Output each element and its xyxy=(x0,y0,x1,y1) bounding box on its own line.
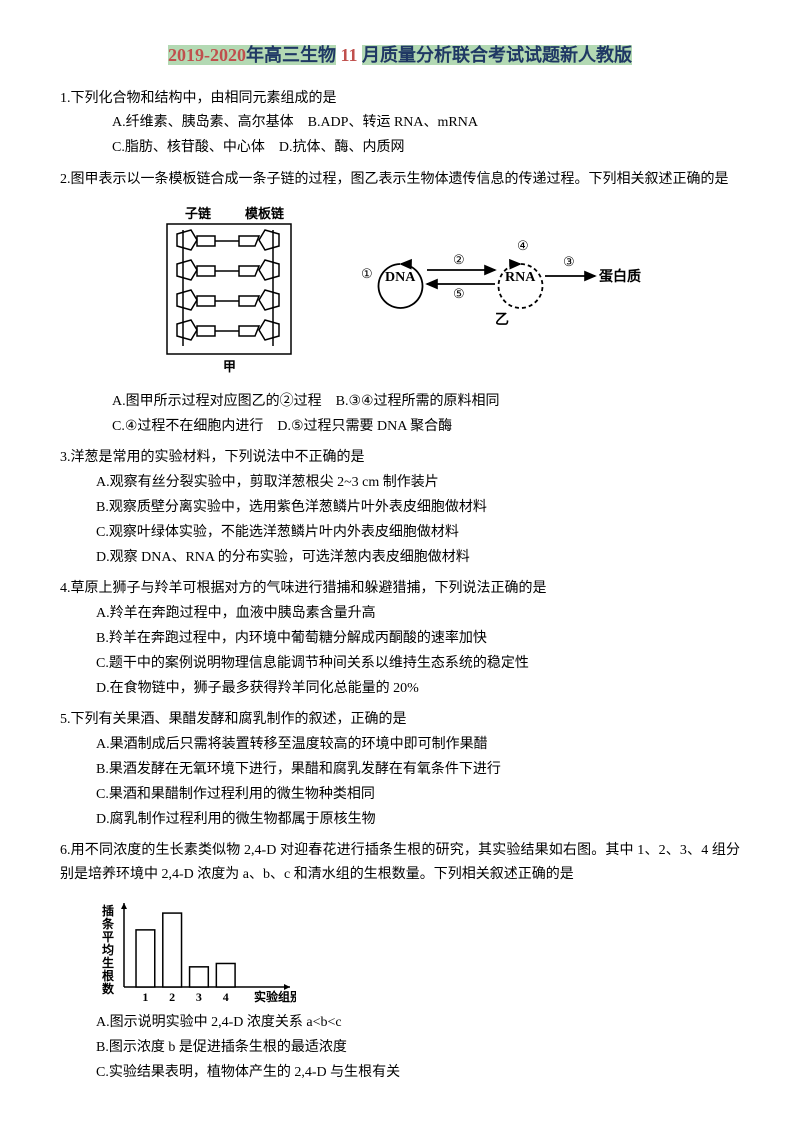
svg-text:条: 条 xyxy=(101,916,115,931)
svg-text:⑤: ⑤ xyxy=(453,286,465,301)
title-month: 11 xyxy=(336,45,362,65)
svg-text:③: ③ xyxy=(563,254,575,269)
q2-opts-2: C.④过程不在细胞内进行 D.⑤过程只需要 DNA 聚合酶 xyxy=(112,415,740,439)
q5-b: B.果酒发酵在无氧环境下进行，果醋和腐乳发酵在有氧条件下进行 xyxy=(96,758,740,782)
q6-c: C.实验结果表明，植物体产生的 2,4-D 与生根有关 xyxy=(96,1061,740,1085)
svg-text:平: 平 xyxy=(102,930,114,944)
svg-text:1: 1 xyxy=(142,990,148,1004)
q4-d: D.在食物链中，狮子最多获得羚羊同化总能量的 20% xyxy=(96,677,740,701)
svg-text:均: 均 xyxy=(102,942,114,957)
diagram-jia: 子链 模板链 xyxy=(155,206,305,376)
q2-text: 2.图甲表示以一条模板链合成一条子链的过程，图乙表示生物体遗传信息的传递过程。下… xyxy=(60,168,740,192)
svg-text:DNA: DNA xyxy=(385,270,416,285)
svg-text:4: 4 xyxy=(223,990,229,1004)
svg-text:模板链: 模板链 xyxy=(245,206,285,221)
svg-text:生: 生 xyxy=(102,955,114,970)
q6-b: B.图示浓度 b 是促进插条生根的最适浓度 xyxy=(96,1036,740,1060)
svg-text:数: 数 xyxy=(102,981,115,996)
q5-d: D.腐乳制作过程利用的微生物都属于原核生物 xyxy=(96,808,740,832)
q3-text: 3.洋葱是常用的实验材料，下列说法中不正确的是 xyxy=(60,446,740,470)
svg-text:3: 3 xyxy=(196,990,202,1004)
q3-b: B.观察质壁分离实验中，选用紫色洋葱鳞片叶外表皮细胞做材料 xyxy=(96,496,740,520)
svg-text:乙: 乙 xyxy=(495,312,509,328)
q5-text: 5.下列有关果酒、果醋发酵和腐乳制作的叙述，正确的是 xyxy=(60,708,740,732)
q4-text: 4.草原上狮子与羚羊可根据对方的气味进行猎捕和躲避猎捕，下列说法正确的是 xyxy=(60,577,740,601)
q4-c: C.题干中的案例说明物理信息能调节种间关系以维持生态系统的稳定性 xyxy=(96,652,740,676)
q1-opts-2: C.脂肪、核苷酸、中心体 D.抗体、酶、内质网 xyxy=(112,136,740,160)
q2-opts-1: A.图甲所示过程对应图乙的②过程 B.③④过程所需的原料相同 xyxy=(112,390,740,414)
q6-a: A.图示说明实验中 2,4-D 浓度关系 a<b<c xyxy=(96,1011,740,1035)
q5-a: A.果酒制成后只需将装置转移至温度较高的环境中即可制作果醋 xyxy=(96,733,740,757)
title-p2: 年高三生物 xyxy=(246,45,336,65)
exam-title: 2019-2020年高三生物 11 月质量分析联合考试试题新人教版 xyxy=(60,40,740,71)
q6-chart: 插条平均生根数 1 2 3 4 实验组别 xyxy=(96,897,740,1007)
q3-d: D.观察 DNA、RNA 的分布实验，可选洋葱内表皮细胞做材料 xyxy=(96,546,740,570)
svg-text:①: ① xyxy=(361,266,373,281)
svg-text:根: 根 xyxy=(102,968,114,983)
svg-text:②: ② xyxy=(453,252,465,267)
q1-text: 1.下列化合物和结构中，由相同元素组成的是 xyxy=(60,87,740,111)
q4-b: B.羚羊在奔跑过程中，内环境中葡萄糖分解成丙酮酸的速率加快 xyxy=(96,627,740,651)
question-5: 5.下列有关果酒、果醋发酵和腐乳制作的叙述，正确的是 A.果酒制成后只需将装置转… xyxy=(60,708,740,831)
question-1: 1.下列化合物和结构中，由相同元素组成的是 A.纤维素、胰岛素、高尔基体 B.A… xyxy=(60,87,740,160)
question-6: 6.用不同浓度的生长素类似物 2,4-D 对迎春花进行插条生根的研究，其实验结果… xyxy=(60,839,740,1084)
svg-text:④: ④ xyxy=(517,238,529,253)
svg-text:蛋白质: 蛋白质 xyxy=(599,268,641,285)
q2-diagrams: 子链 模板链 xyxy=(60,206,740,376)
svg-text:子链: 子链 xyxy=(185,206,212,221)
question-3: 3.洋葱是常用的实验材料，下列说法中不正确的是 A.观察有丝分裂实验中，剪取洋葱… xyxy=(60,446,740,569)
svg-text:2: 2 xyxy=(169,990,175,1004)
diagram-yi: DNA ① ② ⑤ RNA ④ ③ 蛋白质 乙 xyxy=(345,236,645,346)
svg-text:插: 插 xyxy=(102,903,114,918)
title-year: 2019-2020 xyxy=(168,45,246,65)
svg-text:实验组别: 实验组别 xyxy=(254,989,296,1004)
question-4: 4.草原上狮子与羚羊可根据对方的气味进行猎捕和躲避猎捕，下列说法正确的是 A.羚… xyxy=(60,577,740,700)
svg-text:甲: 甲 xyxy=(223,359,236,374)
q4-a: A.羚羊在奔跑过程中，血液中胰岛素含量升高 xyxy=(96,602,740,626)
q3-c: C.观察叶绿体实验，不能选洋葱鳞片叶内外表皮细胞做材料 xyxy=(96,521,740,545)
title-p4: 月质量分析联合考试试题新人教版 xyxy=(362,45,632,65)
svg-text:RNA: RNA xyxy=(505,270,536,285)
question-2: 2.图甲表示以一条模板链合成一条子链的过程，图乙表示生物体遗传信息的传递过程。下… xyxy=(60,168,740,438)
q6-text: 6.用不同浓度的生长素类似物 2,4-D 对迎春花进行插条生根的研究，其实验结果… xyxy=(60,839,740,887)
q3-a: A.观察有丝分裂实验中，剪取洋葱根尖 2~3 cm 制作装片 xyxy=(96,471,740,495)
q5-c: C.果酒和果醋制作过程利用的微生物种类相同 xyxy=(96,783,740,807)
q1-opts-1: A.纤维素、胰岛素、高尔基体 B.ADP、转运 RNA、mRNA xyxy=(112,111,740,135)
